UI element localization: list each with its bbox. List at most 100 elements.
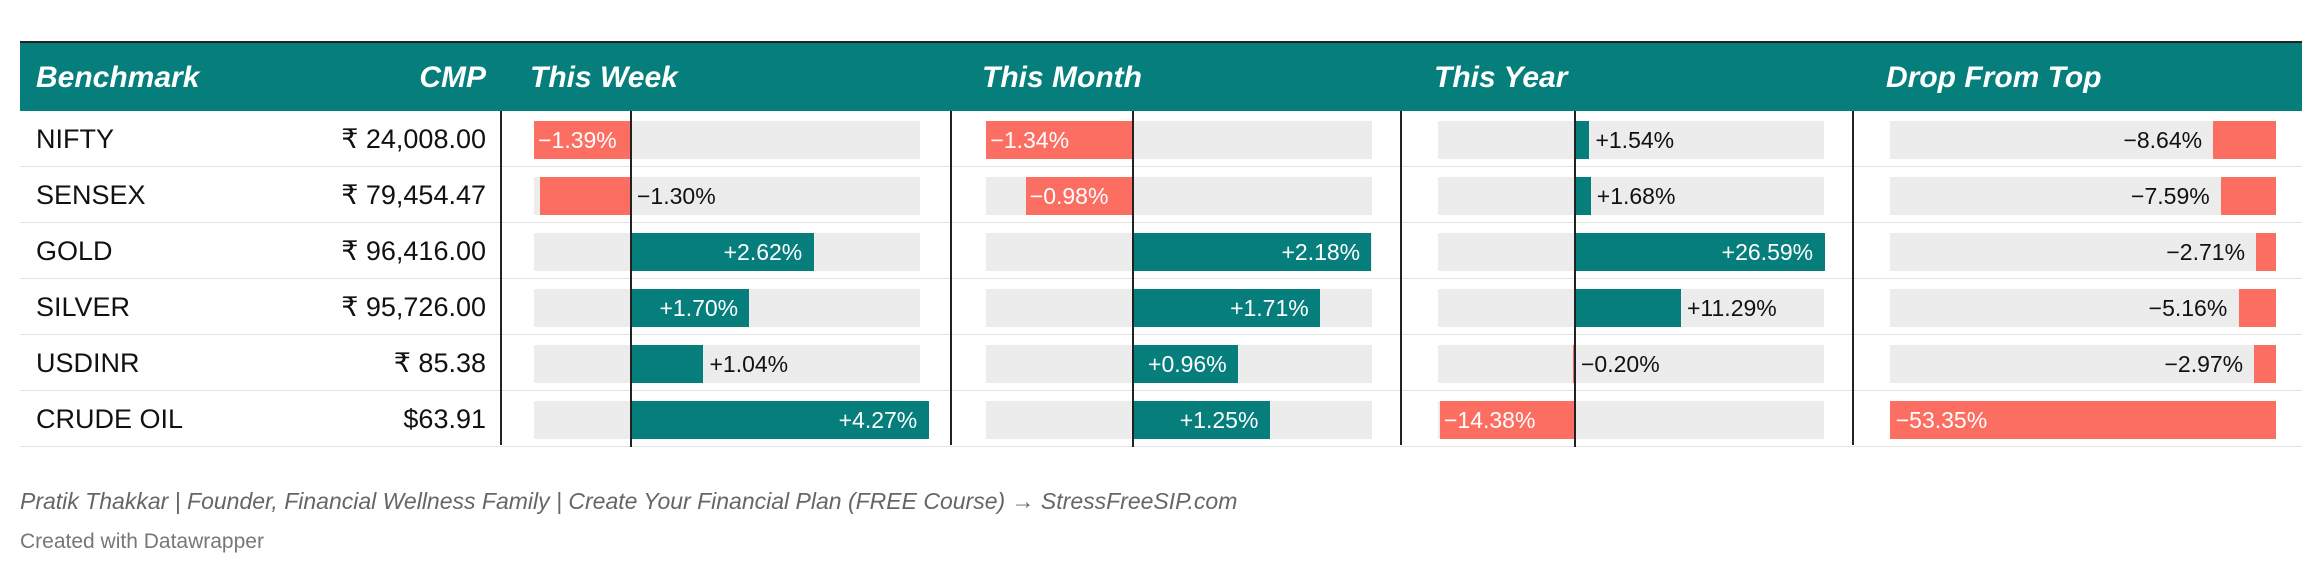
month-bar (1025, 177, 1133, 215)
cmp-value: ₹ 85.38 (393, 348, 486, 378)
month-bar (1133, 289, 1321, 327)
month-bar (1133, 345, 1239, 383)
week-value-label: −1.39% (538, 127, 617, 153)
header-cmp: CMP (419, 61, 486, 94)
month-zero-line (1132, 279, 1134, 335)
week-zero-line (630, 111, 632, 167)
week-value-label: +4.27% (838, 407, 918, 433)
month-bar (986, 121, 1133, 159)
column-divider (950, 111, 952, 445)
year-zero-line (1574, 391, 1576, 447)
year-zero-line (1574, 167, 1576, 223)
year-bar (1575, 233, 1825, 271)
year-zero-line (1574, 335, 1576, 391)
week-value-label: +1.04% (709, 351, 789, 377)
year-value-label: +1.54% (1595, 127, 1675, 153)
cmp-value: $63.91 (403, 404, 486, 434)
year-bar (1439, 401, 1575, 439)
table-header: Benchmark CMP This Week This Month This … (20, 41, 2302, 111)
month-zero-line (1132, 335, 1134, 391)
week-zero-line (630, 335, 632, 391)
month-value-label: +1.71% (1230, 295, 1309, 321)
footer-credit: Pratik Thakkar | Founder, Financial Well… (20, 488, 1238, 514)
week-bar (534, 121, 631, 159)
month-zero-line (1132, 111, 1134, 167)
table-row: USDINR ₹ 85.38 +1.04% +0.96% −0.20% −2.97% (20, 335, 2302, 391)
column-divider (1852, 111, 1854, 445)
year-zero-line (1574, 223, 1576, 279)
cmp-value: ₹ 96,416.00 (341, 236, 486, 266)
week-zero-line (630, 223, 632, 279)
header-this-week: This Week (530, 61, 678, 94)
table-row: NIFTY ₹ 24,008.00 −1.39% −1.34% +1.54% −8.64% (20, 111, 2302, 167)
drop-bar (2238, 289, 2276, 327)
month-value-label: +2.18% (1281, 239, 1361, 265)
month-zero-line (1132, 223, 1134, 279)
week-bar (631, 345, 704, 383)
year-value-label: +1.68% (1596, 183, 1676, 209)
year-value-label: −14.38% (1443, 407, 1536, 433)
week-value-label: −1.30% (637, 183, 716, 209)
month-value-label: +0.96% (1148, 351, 1227, 377)
drop-value-label: −7.59% (2131, 183, 2210, 209)
cmp-value: ₹ 79,454.47 (341, 180, 486, 210)
header-this-month: This Month (982, 61, 1142, 94)
column-divider (500, 111, 502, 445)
year-value-label: +26.59% (1721, 239, 1814, 265)
drop-bar (2256, 233, 2276, 271)
header-drop-from-top: Drop From Top (1886, 61, 2102, 94)
year-value-label: +11.29% (1687, 295, 1777, 321)
drop-bar (2254, 345, 2276, 383)
table-row: SENSEX ₹ 79,454.47 −1.30% −0.98% +1.68% −7.59… (20, 167, 2302, 223)
drop-bar-track (1890, 345, 2276, 383)
benchmark-name: NIFTY (36, 124, 114, 154)
benchmark-name: CRUDE OIL (36, 404, 184, 434)
year-bar-track (1438, 177, 1824, 215)
week-bar-track (534, 345, 920, 383)
week-zero-line (630, 167, 632, 223)
week-bar (631, 289, 750, 327)
drop-bar (2213, 121, 2276, 159)
header-this-year: This Year (1434, 61, 1568, 94)
month-value-label: −1.34% (990, 127, 1070, 153)
week-value-label: +1.70% (659, 295, 739, 321)
drop-value-label: −2.71% (2166, 239, 2246, 265)
benchmark-name: GOLD (36, 236, 113, 266)
year-bar (1575, 121, 1590, 159)
table-row: GOLD ₹ 96,416.00 +2.62% +2.18% +26.59% −2.71% (20, 223, 2302, 279)
table-row: SILVER ₹ 95,726.00 +1.70% +1.71% +11.29% −5.1… (20, 279, 2302, 335)
drop-value-label: −8.64% (2123, 127, 2203, 153)
footer-made-with: Created with Datawrapper (20, 530, 264, 553)
week-bar (631, 401, 929, 439)
cmp-value: ₹ 95,726.00 (341, 292, 486, 322)
month-bar (1133, 401, 1270, 439)
drop-bar (1889, 401, 2276, 439)
drop-value-label: −2.97% (2164, 351, 2244, 377)
benchmark-name: SENSEX (36, 180, 146, 210)
cmp-value: ₹ 24,008.00 (341, 124, 486, 154)
table-row: CRUDE OIL $63.91 +4.27% +1.25% −14.38% −53.35… (20, 391, 2302, 447)
week-value-label: +2.62% (723, 239, 803, 265)
week-zero-line (630, 391, 632, 447)
year-zero-line (1574, 279, 1576, 335)
year-bar (1575, 177, 1591, 215)
month-value-label: −0.98% (1029, 183, 1109, 209)
month-zero-line (1132, 391, 1134, 447)
month-zero-line (1132, 167, 1134, 223)
week-bar (540, 177, 631, 215)
week-bar (631, 233, 814, 271)
month-bar (1133, 233, 1372, 271)
year-bar (1575, 289, 1681, 327)
header-benchmark: Benchmark (36, 61, 200, 94)
benchmark-name: USDINR (36, 348, 140, 378)
drop-bar-track (1890, 233, 2276, 271)
drop-bar-track (1890, 177, 2276, 215)
year-bar-track (1438, 121, 1824, 159)
year-bar-track (1438, 345, 1824, 383)
week-zero-line (630, 279, 632, 335)
benchmark-name: SILVER (36, 292, 131, 322)
drop-bar-track (1890, 121, 2276, 159)
month-value-label: +1.25% (1179, 407, 1259, 433)
drop-bar (2221, 177, 2276, 215)
